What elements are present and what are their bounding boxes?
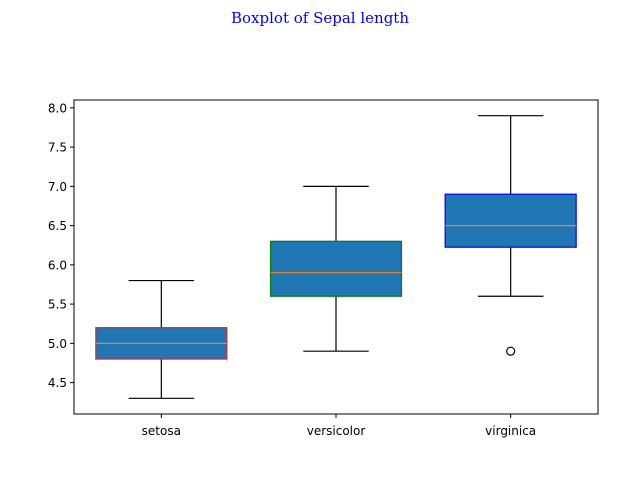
y-tick-label: 5.0 — [48, 337, 67, 351]
y-tick-label: 4.5 — [48, 376, 67, 390]
y-tick-label: 6.0 — [48, 258, 67, 272]
box-setosa — [95, 279, 228, 399]
x-tick-label: setosa — [142, 424, 181, 438]
x-tick-label: versicolor — [307, 424, 366, 438]
iqr-box — [269, 240, 403, 297]
y-tick-label: 5.5 — [48, 298, 67, 312]
x-tick-label: virginica — [485, 424, 536, 438]
outlier-point — [506, 346, 516, 356]
box-virginica — [444, 115, 577, 356]
y-tick-label: 6.5 — [48, 219, 67, 233]
chart-title: Boxplot of Sepal length — [231, 9, 409, 27]
y-tick-label: 7.5 — [48, 141, 67, 155]
box-versicolor — [269, 185, 403, 352]
y-tick-label: 7.0 — [48, 180, 67, 194]
y-tick-label: 8.0 — [48, 101, 67, 115]
iqr-box — [444, 193, 577, 248]
